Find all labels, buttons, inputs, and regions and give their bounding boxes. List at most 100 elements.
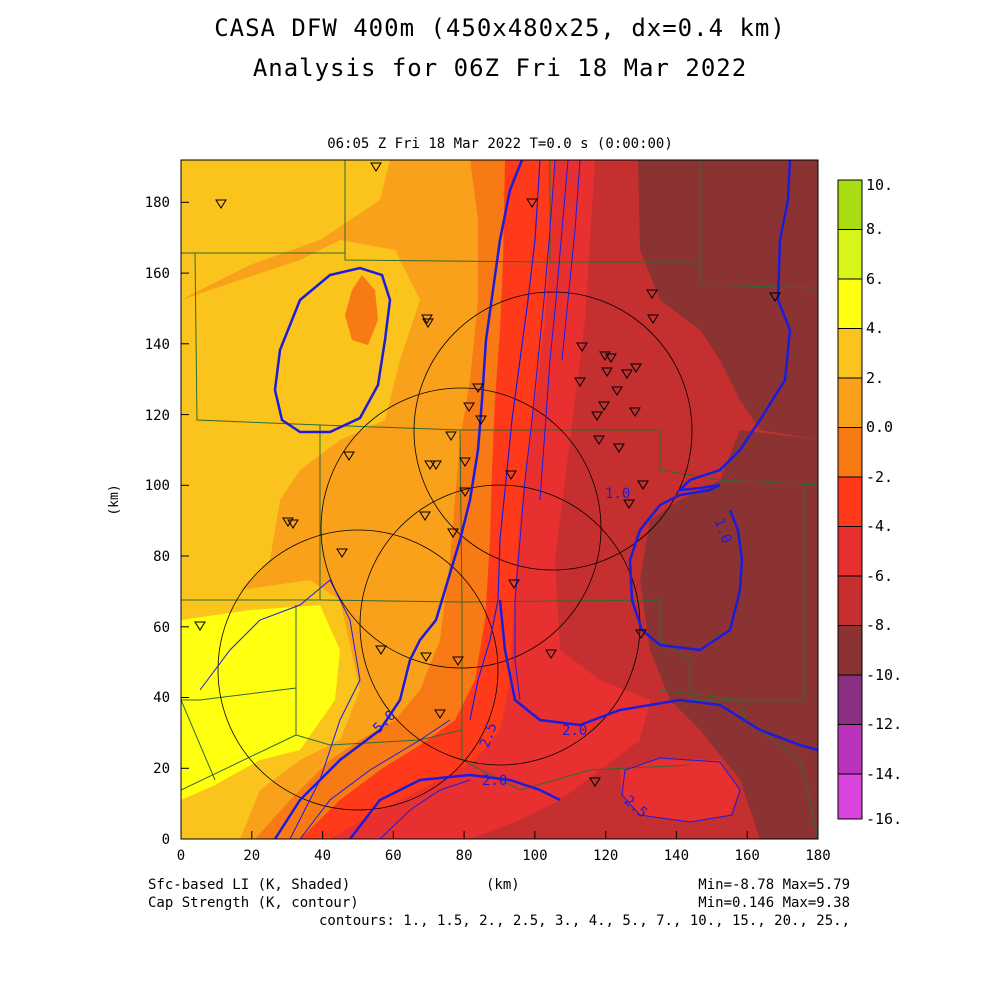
colorbar-swatch xyxy=(838,625,862,675)
colorbar-swatch xyxy=(838,328,862,378)
station-marker xyxy=(508,579,520,589)
x-tick-label: 120 xyxy=(593,848,618,864)
contour-2-0-south xyxy=(349,773,561,839)
radar-ring-southwest xyxy=(217,529,499,811)
footer-contour-levels: contours: 1., 1.5, 2., 2.5, 3., 4., 5., … xyxy=(318,913,850,929)
colorbar-swatch xyxy=(838,576,862,626)
x-tick-label: 80 xyxy=(456,848,473,864)
y-tick-label: 180 xyxy=(145,195,170,211)
li-band-plus4-north xyxy=(181,160,390,300)
station-marker xyxy=(194,621,206,631)
y-tick-label: 20 xyxy=(153,761,170,777)
valid-time-label: 06:05 Z Fri 18 Mar 2022 T=0.0 s (0:00:00… xyxy=(327,136,673,152)
colorbar-label: 8. xyxy=(866,220,884,238)
county-line xyxy=(181,699,216,781)
y-tick-label: 120 xyxy=(145,408,170,424)
station-marker xyxy=(215,199,227,209)
station-marker xyxy=(647,314,659,324)
contour-2-5-oval xyxy=(621,757,741,823)
colorbar-swatch xyxy=(838,427,862,477)
colorbar-separators xyxy=(838,229,862,775)
plot-frame xyxy=(180,159,819,840)
station-marker xyxy=(545,649,557,659)
station-marker xyxy=(447,528,459,538)
contour-label: 2.0 xyxy=(562,723,587,739)
colorbar-label: 10. xyxy=(866,176,893,194)
colorbar-frame xyxy=(837,179,863,820)
y-axis-title: (km) xyxy=(107,484,122,515)
x-tick-label: 140 xyxy=(664,848,689,864)
colorbar-swatch xyxy=(838,477,862,527)
footer-shaded-minmax: Min=-8.78 Max=5.79 xyxy=(698,877,850,893)
cap-strength-contours xyxy=(199,160,818,839)
footer-shaded-field-label: Sfc-based LI (K, Shaded) xyxy=(148,877,351,893)
colorbar-label: -2. xyxy=(866,468,893,486)
footer-contour-field-label: Cap Strength (K, contour) xyxy=(148,895,359,911)
county-boundaries xyxy=(181,160,818,839)
x-tick-label: 0 xyxy=(177,848,185,864)
station-marker xyxy=(463,402,475,412)
county-line xyxy=(181,605,297,701)
station-marker xyxy=(605,353,617,363)
colorbar-swatch xyxy=(838,180,862,230)
station-marker xyxy=(613,443,625,453)
li-band-minus8-east xyxy=(640,430,818,839)
county-line xyxy=(459,429,691,791)
station-marker xyxy=(434,709,446,719)
colorbar-label: -4. xyxy=(866,517,893,535)
station-marker xyxy=(646,289,658,299)
station-marker xyxy=(336,548,348,558)
station-marker xyxy=(526,198,538,208)
x-axis-title: (km) xyxy=(486,877,520,893)
county-line xyxy=(295,729,463,746)
county-line xyxy=(319,485,806,701)
colorbar-label: 4. xyxy=(866,319,884,337)
contour-2-0-east xyxy=(498,599,818,752)
station-marker xyxy=(282,517,294,527)
li-band-zero-island xyxy=(345,275,378,345)
station-marker xyxy=(430,460,442,470)
station-markers xyxy=(194,162,781,787)
li-band-minus8-northeast xyxy=(638,160,818,440)
colorbar-label: -12. xyxy=(866,715,902,733)
station-marker xyxy=(445,431,457,441)
contour-label: 2.0 xyxy=(482,773,507,789)
station-marker xyxy=(424,460,436,470)
county-line xyxy=(319,424,818,486)
contour-5-0-southwest xyxy=(199,579,361,839)
station-marker xyxy=(637,480,649,490)
station-marker xyxy=(576,342,588,352)
station-marker xyxy=(630,363,642,373)
station-marker xyxy=(629,407,641,417)
station-marker xyxy=(459,487,471,497)
colorbar-label: -14. xyxy=(866,765,902,783)
x-tick-labels: 0 20 40 60 80 100 120 140 160 180 xyxy=(177,848,831,864)
colorbar-swatch xyxy=(838,724,862,774)
colorbar-swatch xyxy=(838,774,862,819)
contour-2-5 xyxy=(469,160,541,721)
contour-1-0-west-loop xyxy=(273,266,392,434)
y-tick-label: 80 xyxy=(153,549,170,565)
x-tick-label: 20 xyxy=(243,848,260,864)
station-marker xyxy=(343,451,355,461)
y-tick-label: 40 xyxy=(153,690,170,706)
station-marker xyxy=(621,369,633,379)
station-marker xyxy=(370,162,382,172)
x-tick-label: 180 xyxy=(805,848,830,864)
y-tick-label: 100 xyxy=(145,478,170,494)
colorbar-label: -8. xyxy=(866,616,893,634)
contour-2-5-southwest-a xyxy=(379,779,471,839)
y-tick-label: 60 xyxy=(153,620,170,636)
colorbar-label: 0.0 xyxy=(866,418,893,436)
contour-1-0-main xyxy=(273,160,524,839)
title-line-1: CASA DFW 400m (450x480x25, dx=0.4 km) xyxy=(214,14,786,42)
contour-2-5-southwest-b xyxy=(299,719,451,839)
station-marker xyxy=(375,645,387,655)
x-tick-label: 40 xyxy=(314,848,331,864)
station-marker xyxy=(593,435,605,445)
colorbar-swatch xyxy=(838,279,862,329)
station-marker xyxy=(422,318,434,328)
station-marker xyxy=(459,457,471,467)
station-marker xyxy=(419,511,431,521)
